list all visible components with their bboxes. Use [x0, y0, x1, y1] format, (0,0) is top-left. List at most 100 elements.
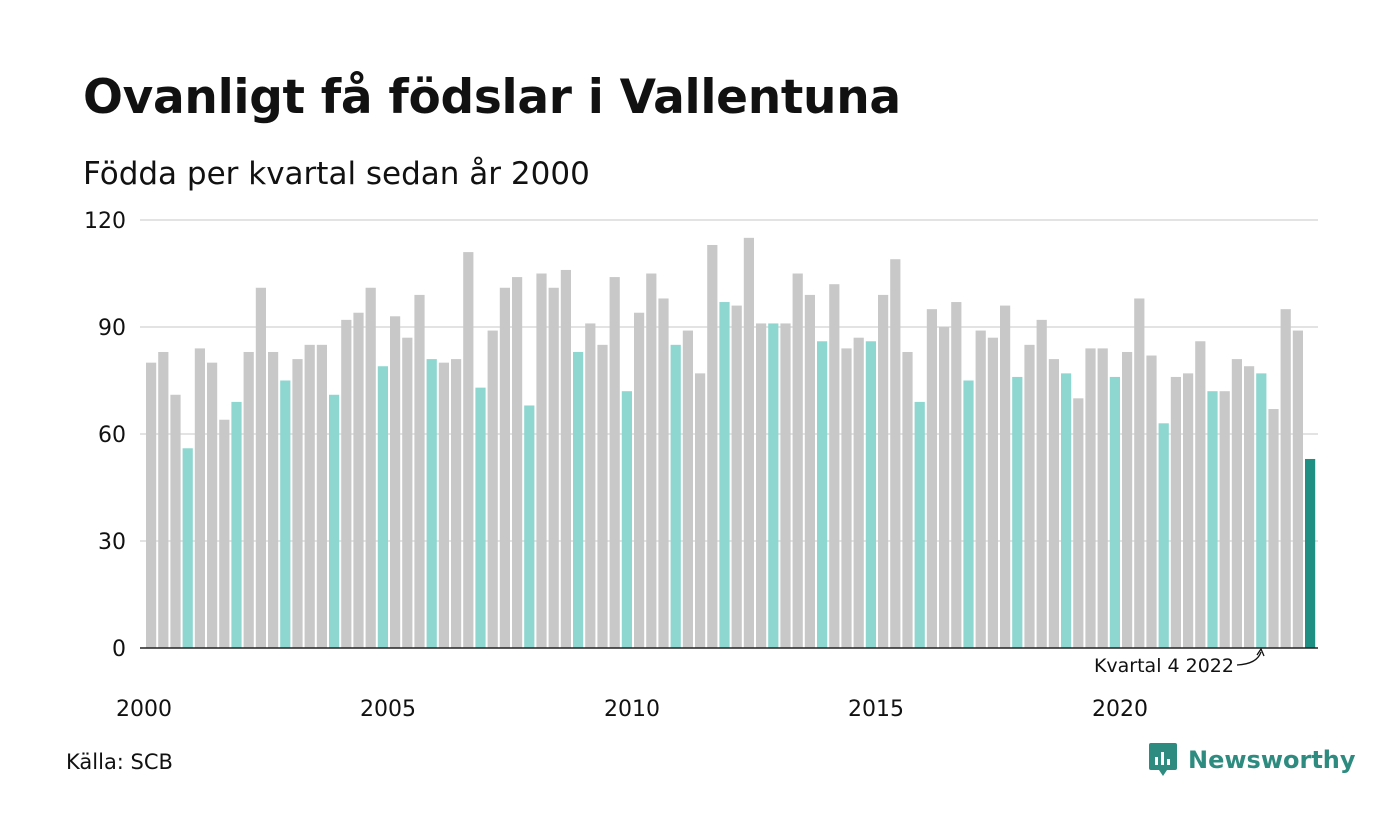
bar-q4: 2020 Q4: 63 [1158, 423, 1169, 648]
bar-q4: 2019 Q4: 76 [1109, 376, 1120, 648]
newsworthy-logo-icon [1149, 743, 1177, 776]
bar: 2011 Q1: 89 [682, 330, 693, 648]
bar: 2017 Q3: 96 [1000, 305, 1011, 648]
x-tick-label: 2000 [116, 697, 172, 722]
bar-q4: 2022 Q4: 77 [1256, 373, 1267, 648]
bar: undefined: 89 [1292, 330, 1303, 648]
bar: 2008 Q1: 105 [536, 273, 547, 648]
bar: undefined: 67 [1268, 409, 1279, 648]
bar: 2011 Q2: 77 [695, 373, 706, 648]
bar: 2001 Q3: 64 [219, 419, 230, 648]
bar: 2016 Q3: 97 [951, 302, 962, 648]
bar: 2005 Q1: 93 [390, 316, 401, 648]
bar: 2006 Q2: 81 [451, 359, 462, 648]
bar-q4: 2021 Q4: 72 [1207, 391, 1218, 648]
annotation: Kvartal 4 2022 [1094, 647, 1265, 677]
bar: 2002 Q2: 101 [255, 287, 266, 648]
bar-q4: 2017 Q4: 76 [1012, 376, 1023, 648]
bar: 2016 Q2: 90 [939, 327, 950, 648]
y-tick-label: 120 [84, 209, 126, 234]
bar: 2013 Q1: 91 [780, 323, 791, 648]
bar: 2013 Q2: 105 [792, 273, 803, 648]
bar: 2022 Q2: 81 [1231, 359, 1242, 648]
x-tick-label: 2015 [848, 697, 904, 722]
bar: 2017 Q2: 87 [987, 337, 998, 648]
bar: 2006 Q1: 80 [438, 362, 449, 648]
bar: 2008 Q3: 106 [560, 269, 571, 648]
chart-title: Ovanligt få födslar i Vallentuna [83, 70, 901, 125]
bar: 2019 Q2: 84 [1085, 348, 1096, 648]
bar: 2018 Q2: 92 [1036, 319, 1047, 648]
bar: 2005 Q3: 99 [414, 294, 425, 648]
bar-q4: 2008 Q4: 83 [573, 351, 584, 648]
bar: 2009 Q3: 104 [609, 277, 620, 648]
bar-q4: 2015 Q4: 69 [914, 401, 925, 648]
bar: 2006 Q3: 111 [463, 252, 474, 648]
bar: 2000 Q1: 80 [146, 362, 157, 648]
bar: 2022 Q3: 79 [1244, 366, 1255, 648]
bar: 2015 Q3: 83 [902, 351, 913, 648]
bar-latest: undefined: 53 [1305, 458, 1316, 648]
bar: 2007 Q2: 101 [499, 287, 510, 648]
x-axis-ticks: 2000 2005 2010 2015 2020 [116, 697, 1148, 722]
bar-q4: 2006 Q4: 73 [475, 387, 486, 648]
bar: 2009 Q1: 91 [585, 323, 596, 648]
bar: 2007 Q3: 104 [512, 277, 523, 648]
x-tick-label: 2020 [1092, 697, 1148, 722]
bar: 2009 Q2: 85 [597, 344, 608, 648]
x-tick-label: 2010 [604, 697, 660, 722]
bar: 2020 Q2: 98 [1134, 298, 1145, 648]
bar-q4: 2012 Q4: 91 [768, 323, 779, 648]
chart-subtitle: Födda per kvartal sedan år 2000 [83, 156, 590, 192]
bar-q4: 2001 Q4: 69 [231, 401, 242, 648]
bar: 2012 Q1: 96 [731, 305, 742, 648]
bar-q4: 2013 Q4: 86 [817, 341, 828, 648]
bar: 2018 Q1: 85 [1024, 344, 1035, 648]
bar: 2022 Q1: 72 [1219, 391, 1230, 648]
bar-q4: 2002 Q4: 75 [280, 380, 291, 648]
bar-q4: 2007 Q4: 68 [524, 405, 535, 648]
bar: 2016 Q1: 95 [926, 309, 937, 648]
bar-q4: 2009 Q4: 72 [621, 391, 632, 648]
bar: 2008 Q2: 101 [548, 287, 559, 648]
bar: 2014 Q2: 84 [841, 348, 852, 648]
newsworthy-logo: Newsworthy [1148, 742, 1356, 778]
bar: 2003 Q2: 85 [304, 344, 315, 648]
bar-q4: 2010 Q4: 85 [670, 344, 681, 648]
bar: 2003 Q1: 81 [292, 359, 303, 648]
bar: 2010 Q2: 105 [646, 273, 657, 648]
bar-q4: 2016 Q4: 75 [963, 380, 974, 648]
bar: 2014 Q1: 102 [829, 284, 840, 648]
y-tick-label: 90 [98, 316, 126, 341]
bar: 2000 Q2: 83 [158, 351, 169, 648]
bar: 2019 Q1: 70 [1073, 398, 1084, 648]
bar: 2010 Q3: 98 [658, 298, 669, 648]
bar: 2000 Q3: 71 [170, 394, 181, 648]
annotation-label: Kvartal 4 2022 [1094, 655, 1234, 677]
bar: 2005 Q2: 87 [402, 337, 413, 648]
y-tick-label: 60 [98, 423, 126, 448]
bar: 2021 Q2: 77 [1183, 373, 1194, 648]
bar-q4: 2005 Q4: 81 [426, 359, 437, 648]
bar: 2020 Q1: 83 [1122, 351, 1133, 648]
bar: 2001 Q2: 80 [207, 362, 218, 648]
bar: 2003 Q3: 85 [316, 344, 327, 648]
y-tick-label: 0 [112, 637, 126, 662]
bar: 2004 Q3: 101 [365, 287, 376, 648]
bar-q4: 2004 Q4: 79 [377, 366, 388, 648]
bar: 2012 Q2: 115 [743, 237, 754, 649]
bar-q4: 2011 Q4: 97 [719, 302, 730, 648]
bar-q4: 2014 Q4: 86 [865, 341, 876, 648]
bar-q4: 2018 Q4: 77 [1061, 373, 1072, 648]
bar: 2004 Q2: 94 [353, 312, 364, 648]
bar: 2020 Q3: 82 [1146, 355, 1157, 648]
bar-q4: 2000 Q4: 56 [182, 448, 193, 648]
bar: 2018 Q3: 81 [1048, 359, 1059, 648]
bar: 2021 Q3: 86 [1195, 341, 1206, 648]
bar: 2019 Q3: 84 [1097, 348, 1108, 648]
bar: 2010 Q1: 94 [634, 312, 645, 648]
bar: 2002 Q1: 83 [243, 351, 254, 648]
bar: 2015 Q1: 99 [878, 294, 889, 648]
x-tick-label: 2005 [360, 697, 416, 722]
bar: 2007 Q1: 89 [487, 330, 498, 648]
